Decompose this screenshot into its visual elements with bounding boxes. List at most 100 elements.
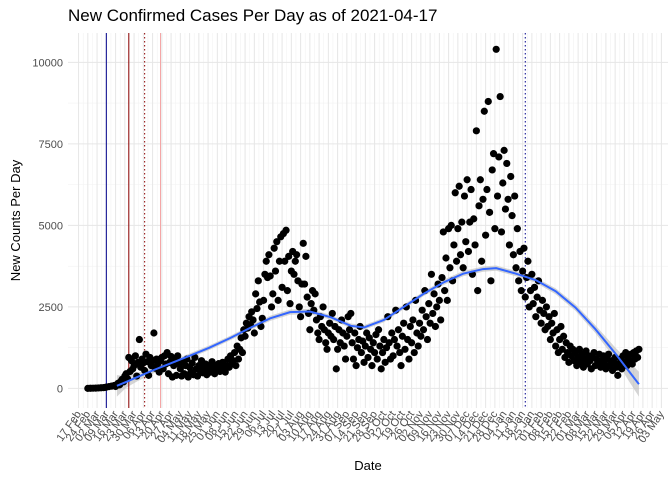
- data-point: [441, 287, 449, 295]
- data-point: [364, 353, 372, 362]
- data-point: [282, 226, 290, 234]
- data-point: [429, 309, 437, 318]
- data-point: [470, 215, 478, 223]
- data-point: [371, 348, 379, 357]
- data-point: [254, 277, 262, 285]
- data-point: [493, 192, 502, 200]
- data-point: [266, 272, 274, 280]
- data-point: [406, 322, 414, 331]
- data-point: [540, 309, 548, 318]
- data-point: [537, 319, 545, 327]
- data-point: [511, 192, 519, 200]
- data-point: [271, 267, 280, 275]
- y-axis-title: New Counts Per Day: [8, 159, 23, 281]
- data-point: [415, 319, 424, 327]
- data-point: [374, 326, 383, 334]
- data-point: [314, 329, 322, 337]
- data-point: [414, 342, 422, 350]
- data-point: [515, 277, 523, 285]
- data-point: [499, 179, 507, 187]
- data-point: [274, 296, 282, 304]
- data-point: [293, 251, 301, 259]
- data-point: [275, 257, 284, 265]
- data-point: [418, 306, 426, 314]
- data-point: [443, 296, 451, 304]
- data-point: [396, 348, 404, 357]
- data-point: [480, 107, 488, 115]
- data-point: [347, 309, 355, 318]
- data-point: [389, 352, 397, 360]
- data-point: [488, 166, 496, 174]
- data-point: [410, 348, 418, 357]
- data-point: [283, 287, 291, 295]
- data-point: [381, 358, 389, 366]
- data-point: [528, 270, 536, 278]
- data-point: [471, 241, 479, 249]
- data-point: [270, 244, 278, 252]
- data-point: [238, 348, 247, 357]
- data-point: [322, 339, 330, 347]
- data-point: [559, 332, 568, 340]
- data-point: [437, 316, 445, 324]
- data-point: [460, 192, 469, 200]
- data-point: [380, 335, 388, 344]
- data-point: [323, 345, 331, 353]
- data-point: [307, 300, 315, 308]
- data-point: [330, 335, 338, 344]
- data-point: [221, 368, 229, 376]
- data-point: [464, 247, 473, 256]
- data-point: [131, 352, 140, 360]
- data-point: [393, 342, 401, 350]
- data-point: [262, 257, 270, 265]
- data-point: [439, 228, 447, 236]
- data-point: [405, 355, 413, 363]
- data-point: [438, 273, 446, 282]
- y-tick-label: 2500: [39, 302, 63, 314]
- data-point: [635, 345, 643, 353]
- data-point: [273, 238, 281, 246]
- data-point: [373, 355, 381, 363]
- data-point: [492, 45, 500, 53]
- data-point: [252, 290, 260, 298]
- data-point: [343, 332, 351, 340]
- data-point: [485, 208, 494, 216]
- data-point: [546, 335, 554, 344]
- data-point: [348, 339, 356, 347]
- data-point: [423, 335, 432, 344]
- data-point: [417, 332, 425, 340]
- y-tick-label: 7500: [39, 139, 63, 151]
- data-point: [447, 221, 455, 229]
- smooth-line: [116, 267, 640, 387]
- data-point: [446, 264, 454, 272]
- data-point: [400, 319, 408, 327]
- data-point: [376, 342, 384, 350]
- data-point: [524, 257, 532, 265]
- data-point: [388, 329, 396, 337]
- data-point: [521, 293, 529, 301]
- data-point: [503, 159, 511, 168]
- data-point: [326, 319, 334, 327]
- data-point: [430, 290, 438, 298]
- data-point: [505, 241, 514, 249]
- data-point: [300, 280, 309, 288]
- data-point: [295, 303, 303, 311]
- data-point: [475, 202, 483, 210]
- data-point: [474, 287, 482, 295]
- data-point: [532, 313, 540, 321]
- data-point: [241, 332, 249, 340]
- data-point: [427, 270, 436, 278]
- data-point: [456, 251, 465, 259]
- data-point: [455, 182, 463, 190]
- data-point: [299, 239, 307, 247]
- data-point: [517, 287, 525, 295]
- data-point: [176, 365, 184, 373]
- data-point: [302, 252, 310, 260]
- data-point: [454, 225, 462, 233]
- data-point: [315, 335, 323, 344]
- data-point: [425, 300, 433, 308]
- data-point: [290, 270, 298, 278]
- data-point: [303, 293, 311, 301]
- data-point: [265, 251, 273, 259]
- data-point: [500, 146, 508, 154]
